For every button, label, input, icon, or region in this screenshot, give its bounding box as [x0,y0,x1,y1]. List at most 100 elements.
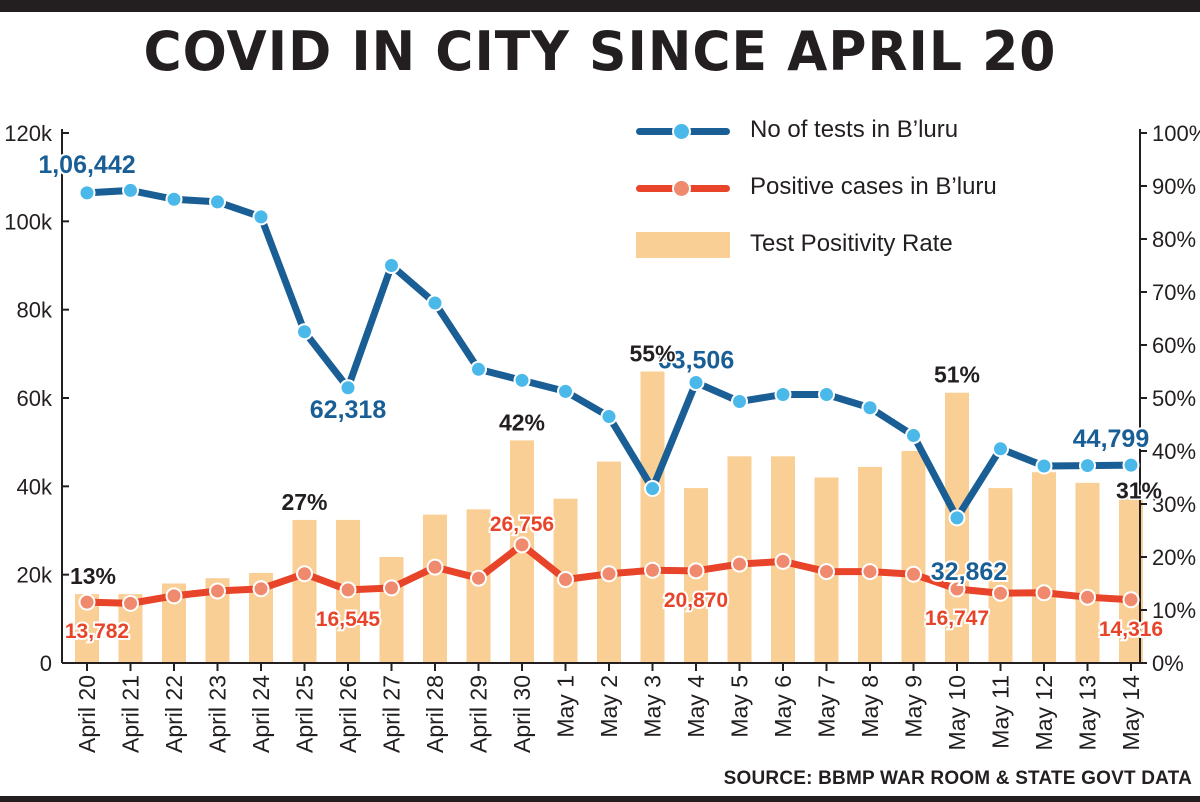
source-note: SOURCE: BBMP WAR ROOM & STATE GOVT DATA [723,768,1192,789]
legend-marker-tests [672,122,691,141]
tests-point [165,190,183,208]
right-tick-label: 20% [1152,545,1196,570]
cases-point [600,565,618,583]
tests-point [470,360,487,378]
tests-point [600,408,618,426]
cases-point [296,565,313,583]
tests-point [818,385,835,403]
tests-point [557,382,574,400]
x-tick-label: April 22 [161,675,187,753]
cases-data-label: 16,545 [316,608,381,631]
cases-data-label: 16,747 [925,607,989,630]
x-tick-label: May 2 [596,675,622,738]
cases-data-label: 20,870 [664,589,728,612]
cases-point [165,587,183,605]
tests-point [339,379,357,397]
cases-point [905,565,922,583]
cases-point [383,579,400,597]
tests-point [426,294,444,312]
x-tick-label: April 27 [379,675,405,753]
right-tick-label: 0% [1152,651,1184,676]
tests-point [774,385,792,403]
tests-point [252,208,270,226]
rate-bar-may-13 [1075,482,1100,663]
tests-point [731,393,748,411]
rate-bar-april-28 [423,514,447,663]
left-tick-label: 40k [17,474,53,499]
tests-point [905,427,922,445]
cases-point [861,563,879,581]
tests-point [861,399,879,417]
tests-data-label: 63,506 [658,347,734,375]
tests-point [209,193,226,211]
cases-point [122,594,139,612]
x-tick-label: May 8 [857,675,883,738]
bottom-rule [0,796,1200,802]
rate-data-label: 27% [281,489,327,515]
cases-point [774,552,792,570]
right-tick-label: 40% [1152,439,1196,464]
x-tick-label: April 24 [248,675,274,753]
x-tick-label: May 5 [727,675,753,738]
cases-point [1122,591,1140,609]
x-tick-label: May 14 [1118,675,1144,751]
rate-data-label: 55% [629,341,675,367]
x-tick-label: May 7 [814,675,840,738]
right-tick-label: 80% [1152,227,1196,252]
cases-point [426,558,444,576]
rate-bar-may-9 [901,451,926,663]
legend-label-rate: Test Positivity Rate [750,230,953,257]
cases-point [209,582,226,600]
x-tick-label: April 26 [335,675,361,753]
rate-bar-may-3 [640,371,665,663]
rate-bar-may-12 [1032,472,1056,663]
rate-bar-april-25 [292,519,317,663]
cases-point [252,580,270,598]
x-tick-label: May 11 [988,675,1014,749]
left-tick-label: 60k [17,386,53,411]
tests-point [948,509,966,527]
tests-data-label: 44,799 [1073,425,1149,453]
rate-bar-april-27 [379,557,404,663]
cases-point [1035,584,1053,602]
x-tick-label: April 25 [292,675,318,753]
x-tick-label: April 30 [509,675,535,753]
cases-point [818,563,835,581]
tests-point [1035,457,1053,475]
tests-point [78,184,96,202]
tests-point [122,181,139,199]
right-tick-label: 70% [1152,280,1196,305]
tests-data-label: 1,06,442 [38,151,135,179]
cases-point [513,536,531,554]
rate-data-label: 42% [499,409,545,435]
tests-data-label: 62,318 [310,396,387,424]
legend-label-tests: No of tests in B’luru [750,116,959,143]
left-tick-label: 20k [17,563,53,588]
cases-data-label: 26,756 [490,513,554,536]
cases-point [557,571,574,589]
rate-data-label: 51% [934,362,980,388]
cases-point [78,593,96,611]
left-tick-label: 80k [17,298,53,323]
chart-title: COVID IN CITY SINCE APRIL 20 [143,20,1057,84]
x-tick-label: May 9 [901,675,927,738]
x-tick-label: April 29 [466,675,492,753]
right-tick-label: 30% [1152,492,1196,517]
x-tick-label: May 6 [770,675,796,738]
tests-point [992,440,1009,458]
rate-bar-may-10 [945,392,969,663]
tests-point [1079,457,1096,475]
left-tick-label: 0 [40,651,52,676]
tests-data-label: 32,862 [931,558,1007,586]
cases-point [948,580,966,598]
tests-point [644,480,661,498]
tests-point [296,323,313,341]
rate-bar-may-2 [597,461,621,663]
cases-point [644,561,661,579]
x-tick-label: May 10 [944,675,970,750]
rate-data-label: 31% [1116,478,1162,504]
right-tick-label: 60% [1152,333,1196,358]
x-tick-label: May 1 [553,675,579,738]
legend-label-cases: Positive cases in B’luru [750,173,997,200]
